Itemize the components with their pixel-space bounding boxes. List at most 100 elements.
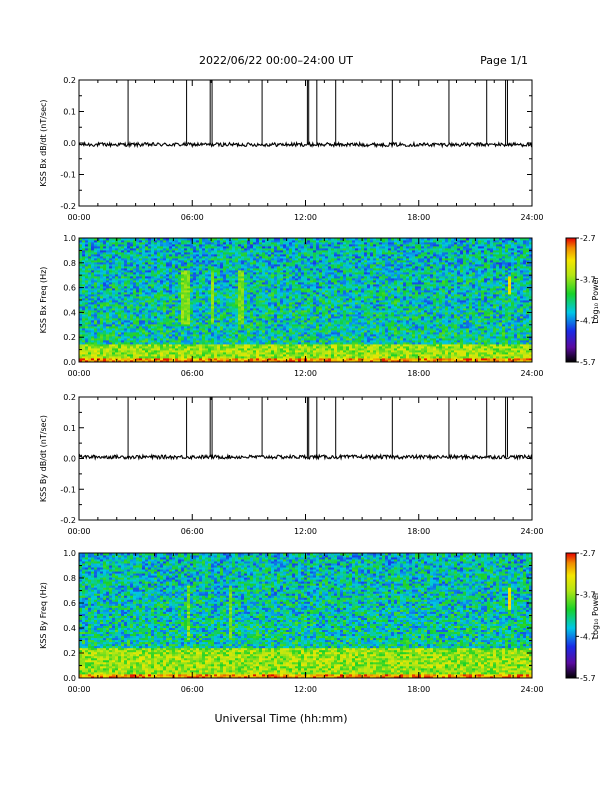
heat-cell [160,264,164,267]
heat-cell [115,346,119,349]
heat-cell [130,330,134,333]
heat-cell [148,294,152,297]
heat-cell [196,264,200,267]
heat-cell [148,334,152,337]
heat-cell [238,326,242,329]
heat-cell [115,246,119,249]
heat-cell [220,332,224,335]
heat-cell [241,336,245,339]
heat-cell [166,270,170,273]
heat-cell [196,288,200,291]
heat-cell [154,290,158,293]
heat-cell [259,332,263,335]
heat-cell [280,246,284,249]
heat-cell [160,320,164,323]
heat-cell [307,274,311,277]
heat-cell [97,352,101,355]
heat-cell [163,302,167,305]
heat-cell [307,238,311,241]
heat-cell [196,348,200,351]
heat-cell [271,314,275,317]
heat-cell [271,312,275,315]
heat-cell [247,306,251,309]
heat-cell [301,278,305,281]
heat-cell [238,324,242,327]
heat-cell [229,282,233,285]
heat-cell [79,350,83,353]
heat-cell [238,320,242,323]
heat-cell [160,360,164,363]
heat-cell [106,348,110,351]
heat-cell [139,274,143,277]
heat-cell [160,292,164,295]
heat-cell [223,332,227,335]
heat-cell [130,288,134,291]
heat-cell [313,272,317,275]
heat-cell [112,246,116,249]
heat-cell [97,320,101,323]
heat-cell [256,274,260,277]
heat-cell [220,270,224,273]
heat-cell [184,314,188,317]
heat-cell [148,328,152,331]
heat-cell [280,288,284,291]
heat-cell [169,248,173,251]
heat-cell [115,332,119,335]
heat-cell [292,350,296,353]
heat-cell [196,260,200,263]
heat-cell [307,352,311,355]
heat-cell [85,310,89,313]
heat-cell [307,326,311,329]
heat-cell [142,348,146,351]
heat-cell [223,330,227,333]
heat-cell [172,354,176,357]
heat-cell [145,356,149,359]
heat-cell [295,356,299,359]
heat-cell [124,300,128,303]
heat-cell [178,358,182,361]
heat-cell [157,294,161,297]
heat-cell [256,268,260,271]
heat-cell [139,346,143,349]
heat-cell [136,304,140,307]
heat-cell [184,250,188,253]
heat-cell [259,348,263,351]
heat-cell [250,238,254,241]
heat-cell [238,242,242,245]
heat-cell [313,330,317,333]
heat-cell [247,254,251,257]
heat-cell [139,292,143,295]
heat-cell [304,264,308,267]
heat-cell [166,306,170,309]
heat-cell [190,240,194,243]
heat-cell [220,266,224,269]
heat-cell [187,352,191,355]
heat-cell [172,316,176,319]
heat-cell [124,334,128,337]
heat-cell [121,302,125,305]
heat-cell [211,302,215,305]
heat-cell [178,258,182,261]
heat-cell [268,286,272,289]
heat-cell [298,302,302,305]
heat-cell [238,292,242,295]
heat-cell [250,314,254,317]
heat-cell [169,264,173,267]
heat-cell [253,334,257,337]
heat-cell [172,320,176,323]
heat-cell [196,252,200,255]
heat-cell [211,314,215,317]
heat-cell [103,298,107,301]
heat-cell [268,322,272,325]
heat-cell [280,242,284,245]
heat-cell [202,298,206,301]
heat-cell [106,242,110,245]
heat-cell [88,284,92,287]
heat-cell [100,254,104,257]
heat-cell [283,358,287,361]
heat-cell [244,310,248,313]
heat-cell [265,350,269,353]
heat-cell [211,346,215,349]
heat-cell [151,270,155,273]
heat-cell [109,252,113,255]
